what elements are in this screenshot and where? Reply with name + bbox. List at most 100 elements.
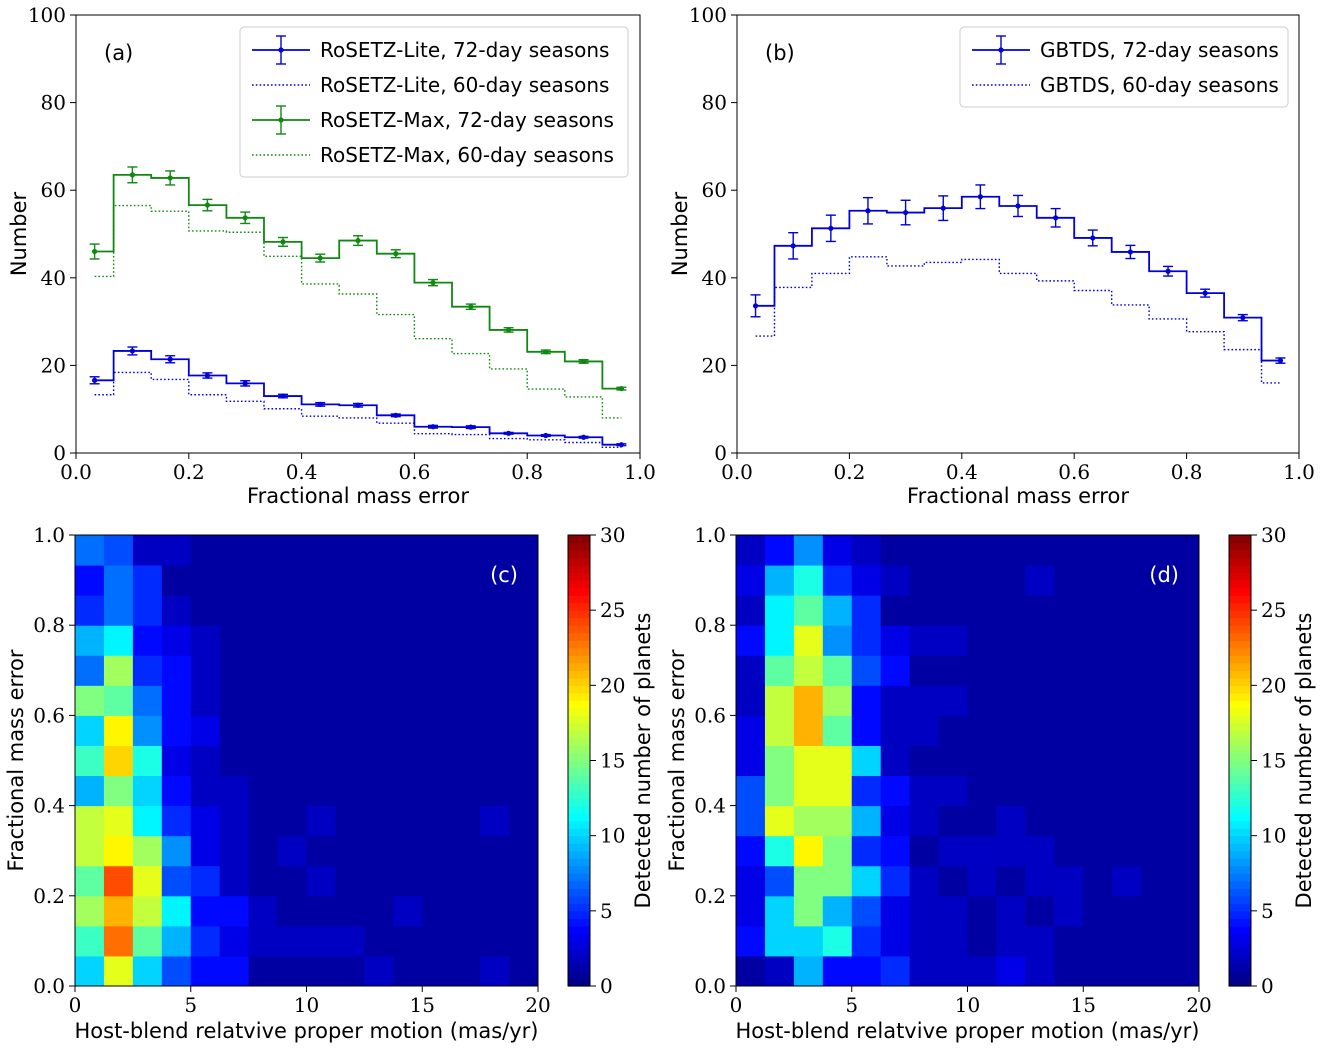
y-tick-label: 0	[53, 441, 66, 465]
heatmap-cell	[75, 775, 105, 807]
heatmap-cell	[1141, 895, 1171, 927]
heatmap-cell	[736, 565, 766, 596]
colorbar-segment	[568, 580, 590, 589]
heatmap-cell	[509, 805, 539, 837]
heatmap-cell	[1025, 865, 1055, 897]
legend-marker	[278, 117, 284, 123]
heatmap-cell	[219, 775, 250, 807]
y-tick-label: 80	[702, 91, 727, 115]
colorbar-tick-label: 20	[600, 673, 625, 697]
heatmap-cell	[480, 835, 510, 867]
heatmap-cell	[393, 595, 423, 626]
colorbar-segment	[1229, 888, 1251, 897]
heatmap-cell	[306, 715, 336, 746]
heatmap-cell	[822, 925, 853, 957]
heatmap-cell	[277, 715, 307, 746]
colorbar-tick-label: 30	[1261, 523, 1286, 547]
heatmap-cell	[509, 715, 539, 746]
heatmap-cell	[422, 655, 452, 686]
heatmap-cell	[967, 745, 997, 777]
colorbar-segment	[568, 790, 590, 799]
heatmap-cell	[967, 625, 997, 656]
heatmap-cell	[75, 625, 105, 656]
data-point	[468, 424, 474, 430]
heatmap-cell	[393, 955, 423, 987]
heatmap-cell	[1170, 805, 1200, 837]
y-tick-label: 1.0	[694, 523, 726, 547]
heatmap-cell	[190, 595, 221, 626]
data-point	[1165, 268, 1171, 274]
heatmap-cell	[335, 955, 365, 987]
heatmap-cell	[938, 715, 968, 746]
heatmap-cell	[103, 895, 134, 927]
heatmap-cell	[422, 925, 452, 957]
x-tick-label: 1.0	[1283, 460, 1315, 484]
heatmap-cell	[736, 955, 766, 987]
x-tick-label: 5	[845, 993, 858, 1017]
heatmap-cell	[1170, 625, 1200, 656]
heatmap-cell	[1141, 715, 1171, 746]
heatmap-cell	[248, 925, 279, 957]
heatmap-cell	[1054, 895, 1084, 927]
heatmap-cell	[1083, 715, 1113, 746]
series-3	[94, 204, 622, 419]
colorbar-segment	[1229, 572, 1251, 581]
heatmap-cell	[132, 655, 163, 686]
heatmap-cell	[793, 715, 824, 746]
heatmap-cell	[248, 595, 279, 626]
heatmap-cell	[996, 655, 1026, 686]
x-tick-label: 0.6	[398, 460, 430, 484]
heatmap-cell	[306, 595, 336, 626]
heatmap-cell	[248, 865, 279, 897]
heatmap-cell	[1141, 745, 1171, 777]
heatmap-cell	[1141, 835, 1171, 867]
colorbar-segment	[568, 783, 590, 792]
colorbar-tick-label: 5	[1261, 899, 1274, 923]
colorbar-segment	[1229, 557, 1251, 566]
y-tick-label: 0.6	[33, 703, 65, 727]
colorbar-segment	[1229, 850, 1251, 859]
colorbar-segment	[568, 903, 590, 912]
heatmap-cell	[1112, 895, 1142, 927]
x-tick-label: 0.0	[721, 460, 753, 484]
data-point	[543, 349, 549, 355]
heatmap-cell	[967, 565, 997, 596]
heatmap-cell	[190, 685, 221, 716]
heatmap-cell	[161, 925, 192, 957]
colorbar-segment	[1229, 775, 1251, 784]
heatmap-cell	[1083, 685, 1113, 716]
heatmap-cell	[161, 565, 192, 596]
heatmap-cell	[909, 625, 940, 656]
colorbar-segment	[568, 542, 590, 551]
panel-label: (b)	[765, 41, 795, 65]
heatmap-cell	[509, 775, 539, 807]
heatmap-cell	[793, 925, 824, 957]
heatmap-cell	[451, 925, 481, 957]
heatmap-cell	[1083, 745, 1113, 777]
heatmap-cell	[306, 895, 336, 927]
colorbar-segment	[1229, 677, 1251, 686]
heatmap-cell	[822, 625, 853, 656]
colorbar-segment	[1229, 595, 1251, 604]
heatmap-cell	[480, 595, 510, 626]
data-point	[242, 215, 248, 221]
heatmap-cell	[822, 895, 853, 927]
heatmap-cell	[103, 715, 134, 746]
heatmap-cell	[851, 565, 882, 596]
heatmap-cell	[793, 805, 824, 837]
heatmap-cell	[1141, 625, 1171, 656]
heatmap-cell	[103, 745, 134, 777]
x-axis-label: Host-blend relatvive proper motion (mas/…	[735, 1019, 1199, 1043]
axes-frame	[75, 14, 641, 454]
heatmap-cell	[103, 595, 134, 626]
y-tick-label: 0.2	[694, 884, 726, 908]
heatmap-cell	[393, 895, 423, 927]
heatmap-cell	[103, 685, 134, 716]
y-tick-label: 0.0	[33, 974, 65, 998]
heatmap-cell	[880, 745, 911, 777]
colorbar-segment	[1229, 925, 1251, 934]
heatmap-cell	[132, 805, 163, 837]
heatmap-cell	[335, 805, 365, 837]
heatmap-cell	[1170, 745, 1200, 777]
heatmap-cell	[248, 805, 279, 837]
